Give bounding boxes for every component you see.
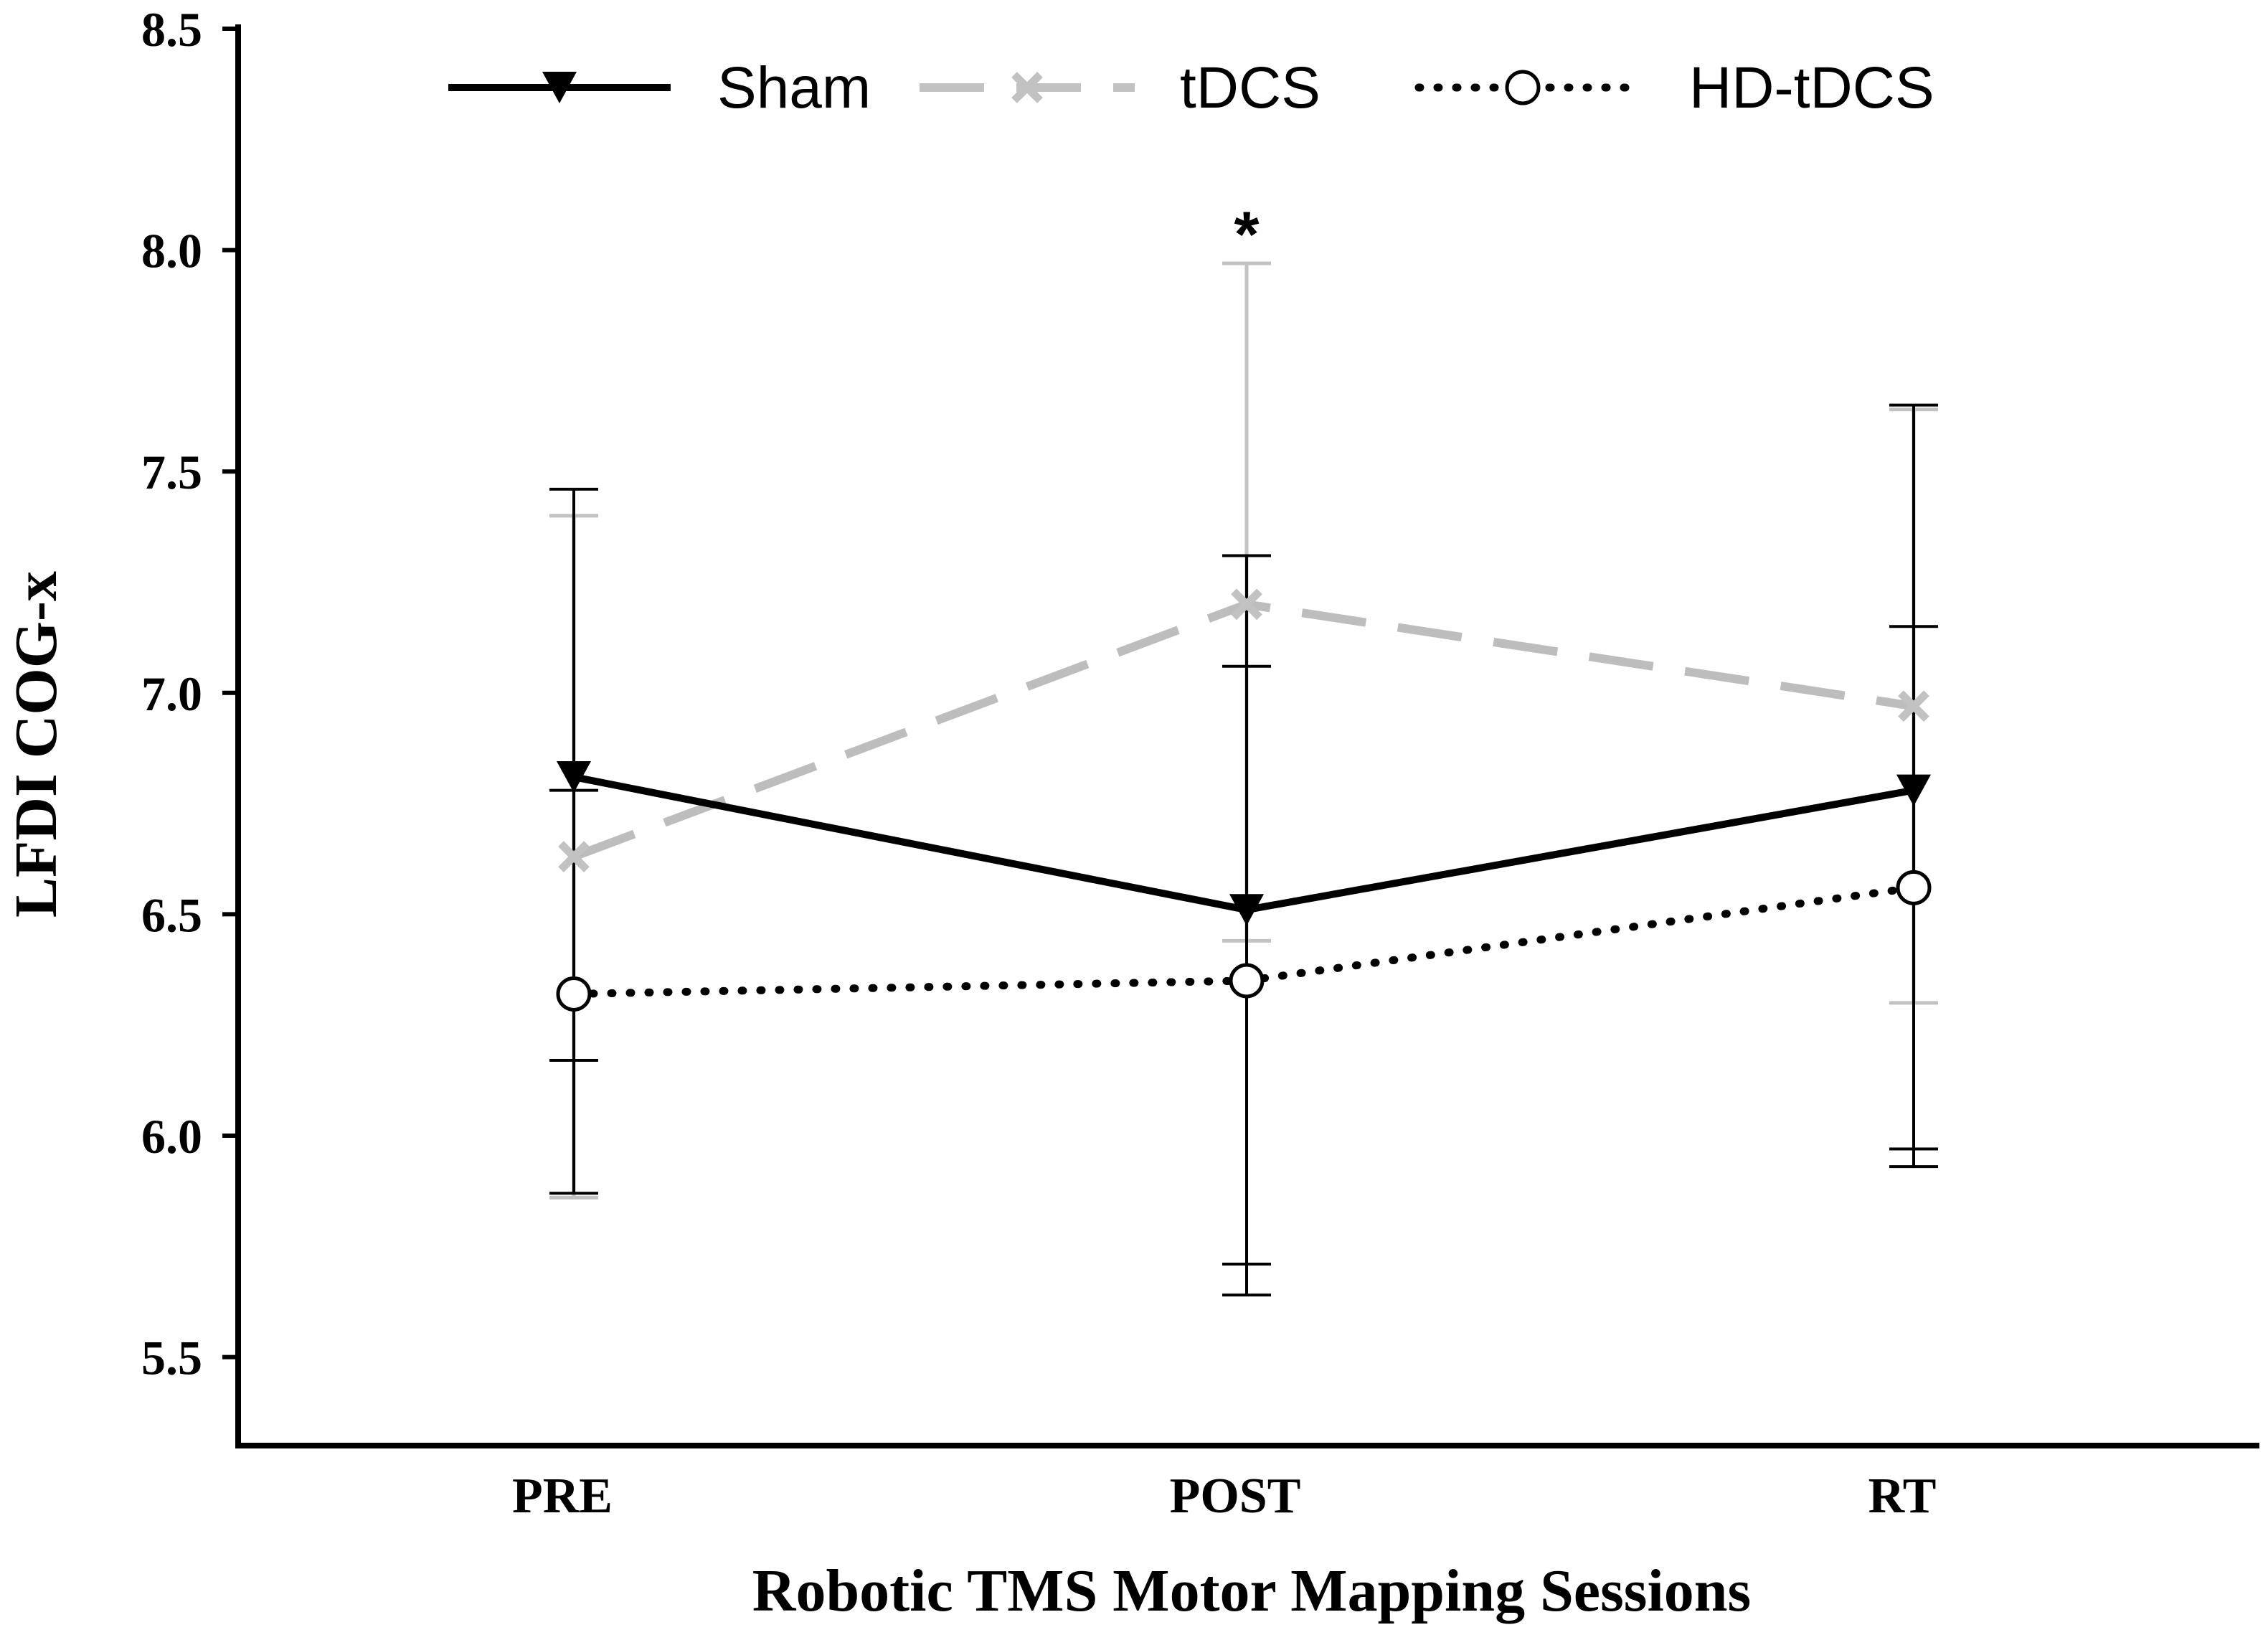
- legend-label-tdcs: tDCS: [1180, 55, 1320, 121]
- data-point-tdcs: [1898, 690, 1929, 722]
- x-axis-title: Robotic TMS Motor Mapping Sessions: [752, 1558, 1751, 1624]
- data-point-hd-tdcs: [1896, 870, 1932, 905]
- legend: Sham tDCS HD-tDCS: [448, 55, 1934, 121]
- annotations: *: [1234, 199, 1259, 271]
- y-tick-label: 8.0: [141, 224, 202, 278]
- x-tick-label: PRE: [512, 1469, 613, 1524]
- x-tick-labels: PRE POST RT: [512, 1469, 1936, 1524]
- legend-label-hd-tdcs: HD-tDCS: [1689, 55, 1934, 121]
- axes: [235, 24, 2259, 1448]
- legend-label-sham: Sham: [717, 55, 871, 121]
- y-ticks: 5.5 6.0 6.5 7.0 7.5 8.0 8.5: [141, 2, 238, 1385]
- y-tick-label: 7.0: [141, 666, 202, 721]
- legend-marker-sham: [542, 72, 577, 103]
- data-point-sham: [1229, 894, 1264, 926]
- y-tick-label: 7.5: [141, 445, 202, 499]
- y-tick-label: 6.5: [141, 887, 202, 942]
- data-point-sham: [1896, 774, 1931, 806]
- series-markers: [556, 588, 1932, 1012]
- y-tick-label: 6.0: [141, 1109, 202, 1164]
- y-tick-label: 8.5: [141, 2, 202, 57]
- data-point-hd-tdcs: [556, 976, 592, 1012]
- data-point-sham: [557, 761, 591, 793]
- data-point-tdcs: [558, 841, 590, 873]
- x-tick-label: POST: [1170, 1469, 1301, 1524]
- series-line-sham: [573, 773, 1914, 914]
- series-lines: [570, 600, 1918, 998]
- y-tick-label: 5.5: [141, 1331, 202, 1385]
- data-point-hd-tdcs: [1229, 963, 1265, 999]
- x-tick-label: RT: [1868, 1469, 1937, 1524]
- legend-marker-hd-tdcs: [1505, 70, 1541, 105]
- data-point-tdcs: [1231, 588, 1262, 621]
- y-axis-title: LFDI COG-x: [3, 571, 70, 918]
- significance-marker: *: [1234, 199, 1259, 271]
- legend-marker-tdcs: [1011, 72, 1043, 103]
- error-bars: [549, 261, 1938, 1297]
